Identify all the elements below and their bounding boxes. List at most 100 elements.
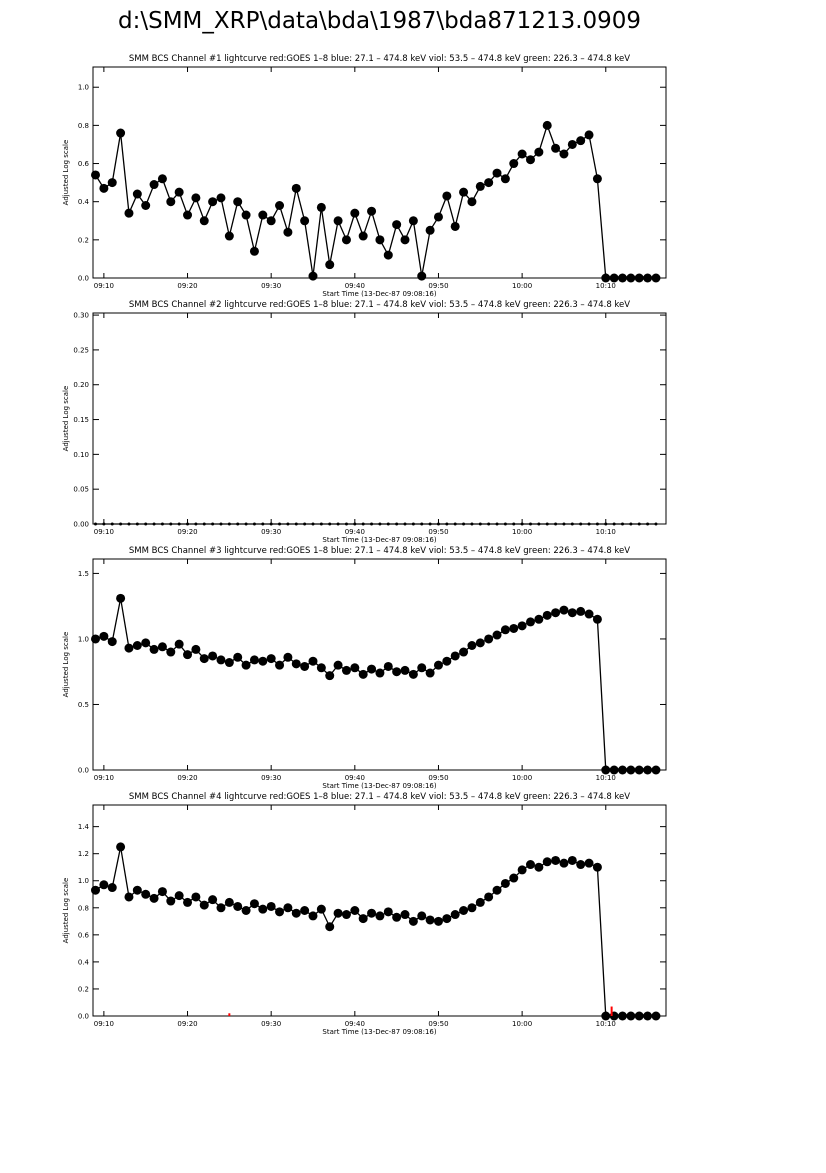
data-point: [300, 906, 310, 915]
data-point: [283, 903, 293, 913]
data-point: [107, 178, 117, 188]
data-point: [300, 216, 310, 226]
data-point: [453, 522, 457, 526]
data-point: [333, 660, 343, 670]
data-point: [484, 178, 494, 188]
data-point: [224, 897, 234, 907]
data-point: [358, 231, 368, 241]
data-point: [144, 522, 148, 526]
data-point: [595, 522, 599, 526]
data-point: [336, 522, 340, 526]
data-point: [442, 191, 452, 201]
x-tick-label: 09:30: [261, 1020, 281, 1028]
data-point: [509, 623, 519, 633]
data-point: [626, 273, 636, 283]
x-tick-label: 09:10: [94, 282, 114, 290]
x-tick-label: 10:00: [512, 528, 532, 536]
y-tick-label: 0.5: [78, 701, 89, 709]
y-tick-label: 1.0: [78, 84, 89, 92]
data-point: [459, 647, 469, 657]
data-point: [107, 883, 117, 893]
data-point: [344, 522, 348, 526]
y-tick-label: 1.5: [78, 570, 89, 578]
data-point: [116, 128, 126, 138]
data-point: [183, 650, 193, 660]
data-point: [609, 765, 619, 775]
data-point: [484, 634, 494, 644]
y-axis-label: Adjusted Log scale: [62, 878, 70, 944]
x-tick-label: 09:40: [345, 282, 365, 290]
data-point: [124, 643, 134, 653]
x-tick-label: 09:30: [261, 282, 281, 290]
data-point: [542, 120, 552, 130]
data-point: [191, 644, 201, 654]
data-point: [383, 250, 393, 260]
data-point: [492, 168, 502, 178]
data-point: [375, 668, 385, 678]
data-point: [621, 522, 625, 526]
data-point: [651, 765, 661, 775]
data-point: [261, 522, 265, 526]
data-point: [551, 143, 561, 153]
data-point: [417, 663, 427, 673]
data-point: [367, 206, 377, 216]
data-point: [634, 273, 644, 283]
data-point: [612, 522, 616, 526]
data-point: [160, 522, 164, 526]
data-point: [316, 904, 326, 914]
data-point: [353, 522, 357, 526]
data-point: [375, 911, 385, 921]
data-point: [110, 522, 114, 526]
data-point: [211, 522, 215, 526]
data-point: [91, 885, 101, 895]
data-point: [361, 522, 365, 526]
data-point: [311, 522, 315, 526]
data-point: [375, 235, 385, 245]
data-point: [433, 916, 443, 926]
x-tick-label: 09:20: [177, 774, 197, 782]
data-point: [392, 912, 402, 922]
data-point: [333, 908, 343, 918]
data-point: [325, 671, 335, 681]
data-point: [601, 765, 611, 775]
y-tick-label: 0.00: [73, 521, 89, 529]
data-point: [395, 522, 399, 526]
data-point: [194, 522, 198, 526]
data-point: [216, 193, 226, 203]
series-line: [95, 846, 656, 1017]
data-point: [450, 910, 460, 920]
data-point: [567, 608, 577, 618]
data-point: [149, 644, 159, 654]
data-point: [341, 910, 351, 920]
x-tick-label: 09:10: [94, 1020, 114, 1028]
data-point: [102, 522, 106, 526]
data-point: [258, 656, 268, 666]
x-axis-label: Start Time (13-Dec-87 09:08:16): [322, 1028, 436, 1036]
data-point: [91, 170, 101, 180]
data-point: [199, 900, 209, 910]
data-point: [618, 1011, 628, 1021]
data-point: [266, 901, 276, 911]
data-point: [370, 522, 374, 526]
data-point: [528, 522, 532, 526]
y-tick-label: 0.0: [78, 767, 89, 775]
data-point: [233, 197, 243, 207]
data-point: [294, 522, 298, 526]
data-point: [244, 522, 248, 526]
data-point: [542, 610, 552, 620]
data-point: [249, 655, 259, 665]
y-tick-label: 0.8: [78, 904, 89, 912]
data-point: [291, 659, 301, 669]
y-axis-label: Adjusted Log scale: [62, 386, 70, 452]
x-tick-label: 09:20: [177, 528, 197, 536]
data-point: [450, 221, 460, 231]
data-point: [487, 522, 491, 526]
y-tick-label: 0.25: [73, 346, 89, 354]
x-tick-label: 09:50: [428, 1020, 448, 1028]
x-tick-label: 09:30: [261, 774, 281, 782]
plot-frame: [92, 66, 667, 279]
data-point: [149, 893, 159, 903]
data-point: [392, 667, 402, 677]
data-point: [425, 668, 435, 678]
data-point: [216, 903, 226, 913]
